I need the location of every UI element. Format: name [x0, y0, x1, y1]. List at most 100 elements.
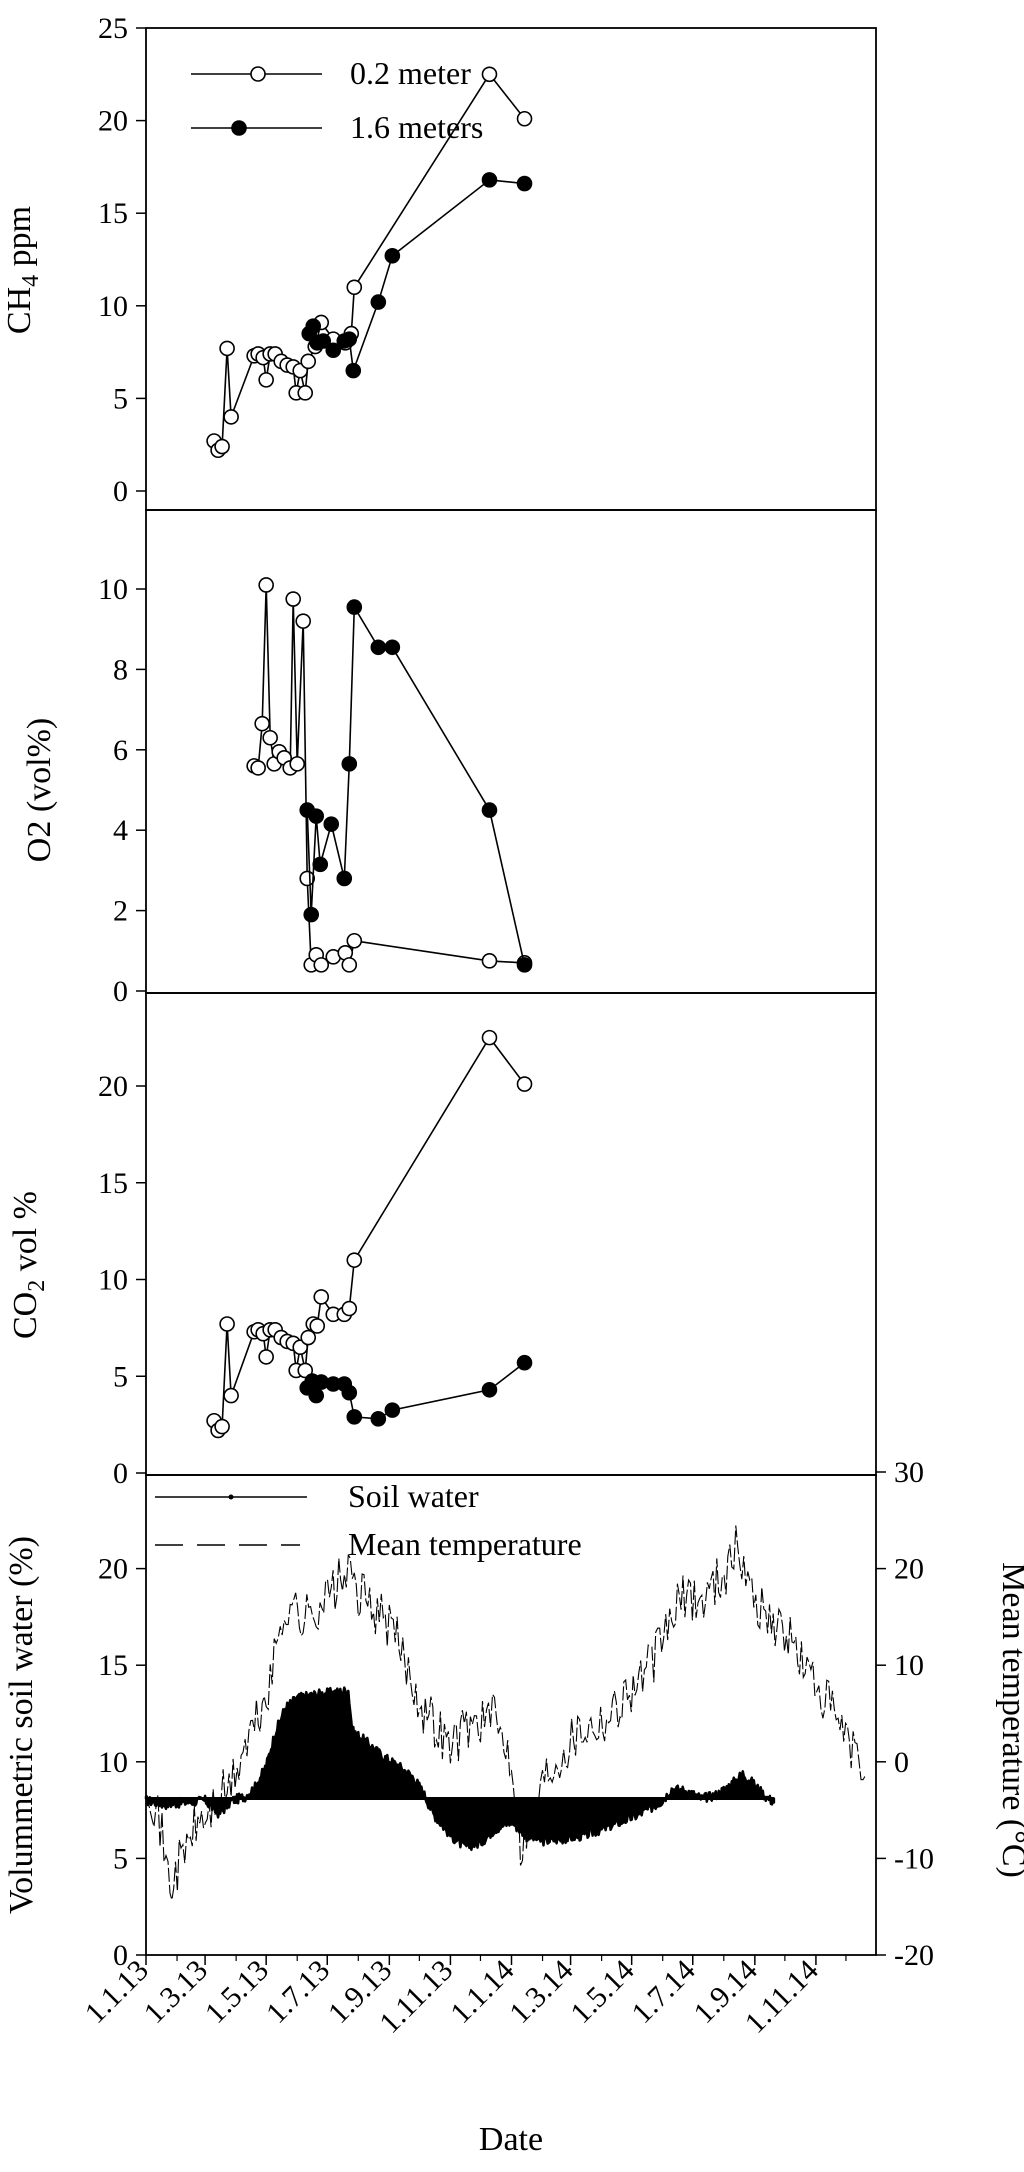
co2-series-0-point-24 — [346, 1252, 363, 1268]
o2-series-0-point-9 — [285, 591, 302, 607]
ch4-series-1-point-10 — [481, 172, 498, 188]
ch4-series-0-point-24 — [481, 66, 498, 83]
legend-label-temperature: Mean temperature — [348, 1526, 582, 1562]
o2-series-0-point-18 — [341, 957, 358, 973]
y-tick-label-ch4-0: 0 — [113, 475, 128, 508]
co2-series-0-point-3 — [219, 1316, 235, 1332]
co2-series-0-point-25 — [481, 1029, 498, 1046]
co2-series-1-point-9 — [384, 1402, 401, 1418]
y-tick-label-o2-6: 6 — [113, 734, 128, 767]
y-tick-label-o2-8: 8 — [113, 653, 128, 686]
o2-series-1-point-9 — [384, 639, 401, 656]
ch4-series-1-point-1 — [305, 318, 322, 334]
co2-series-0-point-20 — [313, 1289, 330, 1305]
x-tick-label-8: 1.5.14 — [564, 1954, 640, 2030]
ch4-title-rest: ppm — [1, 206, 38, 275]
o2-series-0-point-15 — [313, 957, 330, 973]
y-tick-label-soil-15: 15 — [98, 1649, 128, 1682]
o2-series-0-point-2 — [254, 715, 270, 732]
co2-series-1-point-11 — [516, 1354, 533, 1371]
y-tick-label-ch4-20: 20 — [98, 105, 128, 138]
co2-series-0-point-17 — [300, 1329, 317, 1346]
y-right-tick-label-10: 10 — [894, 1649, 924, 1682]
ch4-series-1-point-6 — [341, 331, 358, 347]
co2-series-1-point-10 — [481, 1381, 498, 1398]
y-tick-label-co2-10: 10 — [98, 1264, 128, 1297]
ch4-series-0-point-4 — [223, 409, 239, 425]
y-axis-title-ch4: CH4 ppm — [1, 206, 44, 334]
o2-series-1-point-2 — [308, 808, 325, 824]
mean-temperature-line — [145, 1525, 866, 1901]
co2-series-0-point-4 — [223, 1387, 239, 1404]
o2-series-0-point-19 — [346, 932, 363, 949]
y-right-tick-label--20: -20 — [894, 1939, 934, 1972]
co2-series-1-point-6 — [341, 1384, 358, 1401]
y-tick-label-soil-0: 0 — [113, 1939, 128, 1972]
co2-series-1-point-8 — [370, 1411, 387, 1427]
o2-series-0-point-3 — [258, 577, 274, 593]
co2-series-1-point-7 — [346, 1409, 363, 1425]
o2-series-1-point-1 — [303, 906, 320, 923]
o2-series-1-point-5 — [336, 870, 353, 887]
legend-marker-soil-water — [228, 1494, 234, 1500]
y-tick-label-ch4-10: 10 — [98, 290, 128, 323]
ch4-series-0-point-17 — [300, 353, 317, 370]
ch4-title-main: CH — [1, 287, 38, 334]
o2-series-0-point-1 — [250, 760, 266, 776]
ch4-series-0-point-8 — [258, 372, 274, 388]
o2-series-1-point-6 — [341, 756, 358, 772]
o2-series-1-point-4 — [323, 816, 340, 832]
legend-marker-02m — [250, 66, 266, 82]
y-right-tick-label-0: 0 — [894, 1746, 909, 1779]
x-axis-title: Date — [479, 2121, 543, 2158]
y-tick-label-soil-10: 10 — [98, 1746, 128, 1779]
co2-title-rest: vol % — [7, 1191, 44, 1280]
y-axis-title-soil: Volummetric soil water (%) — [3, 1536, 40, 1914]
o2-series-1-point-7 — [346, 599, 363, 615]
o2-series-0-point-4 — [262, 729, 278, 746]
y-tick-label-ch4-25: 25 — [98, 12, 128, 45]
y-right-tick-label-30: 30 — [894, 1456, 924, 1489]
y-tick-label-ch4-5: 5 — [113, 382, 128, 415]
y-tick-label-ch4-15: 15 — [98, 197, 128, 230]
o2-series-0-point-10 — [289, 756, 306, 772]
co2-series-0-point-8 — [258, 1349, 274, 1365]
soil-water-area — [144, 1686, 776, 1852]
ch4-series-1-point-3 — [315, 333, 332, 349]
ch4-series-0-point-25 — [516, 110, 533, 127]
o2-series-1-point-11 — [516, 957, 533, 973]
y-tick-label-soil-5: 5 — [113, 1842, 128, 1875]
panel-frame-o2 — [145, 509, 877, 994]
o2-series-1-point-8 — [370, 639, 387, 656]
co2-series-0-point-16 — [297, 1362, 314, 1379]
y-tick-label-co2-15: 15 — [98, 1167, 128, 1200]
legend-label-02m: 0.2 meter — [350, 55, 471, 91]
co2-series-0-line — [213, 1036, 526, 1432]
y-tick-label-co2-0: 0 — [113, 1457, 128, 1490]
co2-series-0-point-19 — [309, 1318, 326, 1334]
x-tick-label-3: 1.7.13 — [260, 1954, 336, 2030]
y-axis-title-o2: O2 (vol%) — [21, 718, 58, 862]
y-right-tick-label-20: 20 — [894, 1553, 924, 1586]
co2-series-0-point-23 — [341, 1300, 358, 1317]
ch4-title-sub: 4 — [18, 275, 44, 287]
y-tick-label-o2-10: 10 — [98, 573, 128, 606]
ch4-series-0-point-16 — [297, 385, 314, 401]
ch4-series-1-point-4 — [325, 342, 342, 359]
o2-series-1-line — [306, 604, 526, 966]
y-tick-label-o2-2: 2 — [113, 895, 128, 928]
x-tick-label-1: 1.3.13 — [138, 1954, 214, 2030]
x-tick-label-9: 1.7.14 — [625, 1954, 701, 2030]
o2-series-1-point-10 — [481, 802, 498, 818]
y-tick-label-o2-4: 4 — [113, 814, 128, 847]
ch4-series-0-point-23 — [346, 279, 363, 296]
co2-series-1-point-2 — [308, 1387, 325, 1404]
ch4-series-1-point-9 — [384, 247, 401, 264]
x-tick-label-7: 1.3.14 — [503, 1954, 579, 2030]
legend-marker-16m — [231, 120, 247, 136]
ch4-series-0-point-3 — [219, 340, 235, 357]
ch4-series-1-point-8 — [370, 294, 387, 310]
y-tick-label-co2-5: 5 — [113, 1360, 128, 1393]
